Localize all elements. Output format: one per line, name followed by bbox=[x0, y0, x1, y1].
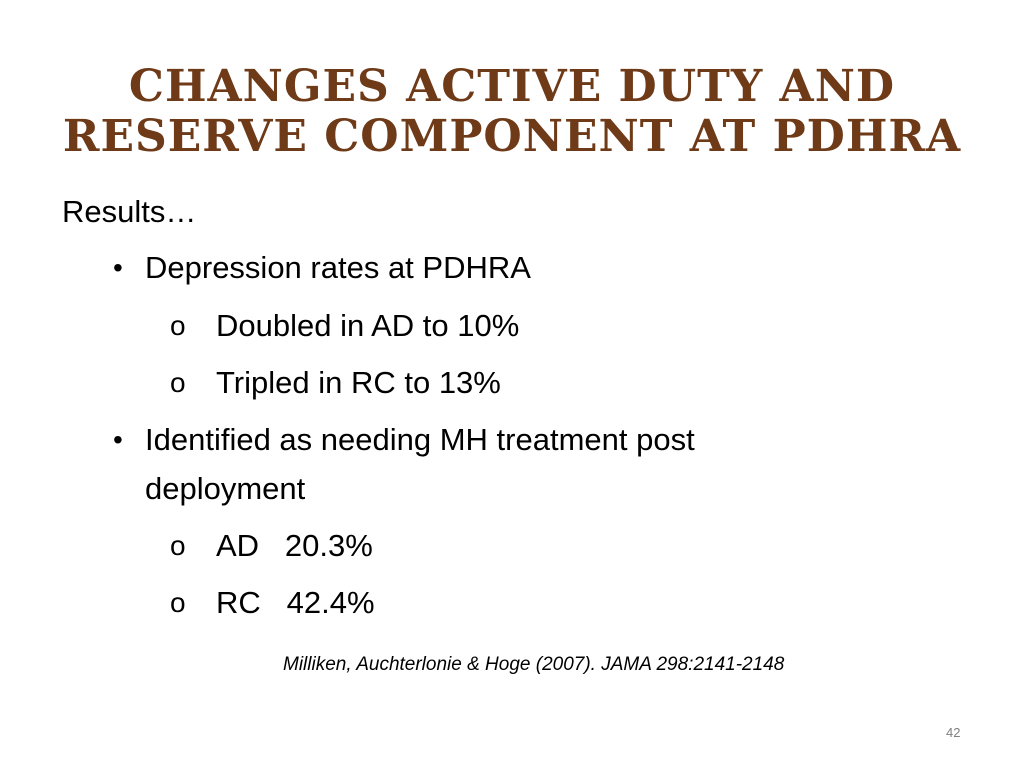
citation: Milliken, Auchterlonie & Hoge (2007). JA… bbox=[283, 654, 785, 675]
bullet-marker: • bbox=[113, 252, 123, 283]
bullet-text: Depression rates at PDHRA bbox=[145, 250, 531, 285]
bullet-text-line-2: deployment bbox=[145, 471, 306, 506]
page-number: 42 bbox=[946, 725, 961, 740]
subbullet-text: Tripled in RC to 13% bbox=[216, 365, 501, 400]
subbullet-text: RC 42.4% bbox=[216, 585, 375, 620]
subbullet-marker: o bbox=[170, 530, 186, 561]
subbullet-marker: o bbox=[170, 310, 186, 341]
subbullet-text: AD 20.3% bbox=[216, 528, 373, 563]
subbullet-text: Doubled in AD to 10% bbox=[216, 308, 520, 343]
subbullet-marker: o bbox=[170, 367, 186, 398]
slide-title-line-2: Reserve Component at PDHRA bbox=[62, 111, 962, 162]
results-label: Results… bbox=[62, 194, 197, 229]
subbullet-marker: o bbox=[170, 587, 186, 618]
bullet-marker: • bbox=[113, 424, 123, 455]
slide-title: Changes Active Duty and Reserve Componen… bbox=[0, 62, 1024, 162]
slide-title-line-1: Changes Active Duty and bbox=[128, 61, 896, 112]
bullet-text-line-1: Identified as needing MH treatment post bbox=[145, 422, 695, 457]
